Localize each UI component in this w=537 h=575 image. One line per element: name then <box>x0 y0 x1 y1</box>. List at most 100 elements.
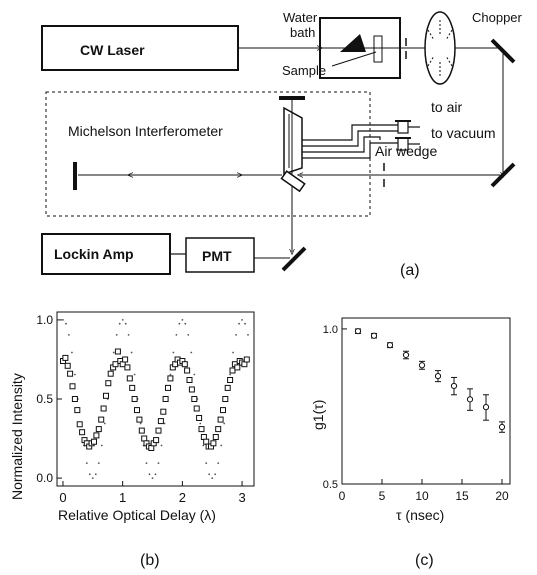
data-point-square <box>136 416 143 423</box>
data-point-square <box>100 405 107 412</box>
model-curve-dot <box>121 319 124 321</box>
model-curve-dot <box>247 334 249 336</box>
model-curve-dot <box>229 373 232 376</box>
y-tick-label: 0.5 <box>36 392 53 406</box>
data-point-square <box>198 426 205 433</box>
chart-b-xlabel: Relative Optical Delay (λ) <box>58 507 216 523</box>
x-tick-label: 1 <box>119 490 126 505</box>
model-curve-dot <box>184 322 187 325</box>
y-tick-label: 0.5 <box>323 479 338 491</box>
model-curve-dot <box>205 462 208 464</box>
data-point-square <box>165 384 171 391</box>
data-point-circle <box>402 351 410 359</box>
model-curve-dot <box>127 334 130 336</box>
model-curve-dot <box>74 373 76 376</box>
water-bath-label-2: bath <box>290 25 315 40</box>
model-curve-dot <box>232 351 235 354</box>
data-point-square <box>157 418 164 425</box>
model-curve-dot <box>139 422 142 425</box>
data-point-square <box>134 407 140 414</box>
data-point-circle <box>450 382 458 390</box>
model-curve-dot <box>235 334 238 336</box>
chart-b: 0 1 2 3 0.0 0.5 1.0 Normalized Intensity Relat… <box>9 311 255 569</box>
panel-label-c: (c) <box>415 552 434 569</box>
data-point-square <box>105 380 112 387</box>
model-curve-dot <box>71 351 73 354</box>
air-wedge-label: Air wedge <box>375 143 437 159</box>
data-point-square <box>141 435 148 442</box>
data-point-square <box>131 396 138 402</box>
lockin-box <box>41 233 171 275</box>
data-point-square <box>186 377 193 383</box>
chart-c-data-points <box>354 328 506 433</box>
michelson-box <box>45 91 371 217</box>
data-point-square <box>212 434 219 440</box>
model-curve-dot <box>130 351 133 354</box>
model-curve-dot <box>97 462 100 464</box>
to-air-label: to air <box>431 99 462 115</box>
data-point-square <box>191 396 198 402</box>
y-tick-label: 1.0 <box>323 324 338 336</box>
chart-c-ylabel: g1(τ) <box>310 400 326 430</box>
data-point-square <box>93 432 100 439</box>
pmt-box <box>185 237 255 273</box>
model-curve-dot <box>157 462 160 464</box>
x-tick-label: 15 <box>455 489 469 503</box>
model-curve-dot <box>115 334 118 336</box>
model-curve-dot <box>85 462 88 464</box>
model-curve-dot <box>223 422 226 425</box>
model-curve-dot <box>202 444 205 447</box>
model-curve-dot <box>151 477 154 479</box>
panel-label-a: (a) <box>400 262 420 279</box>
data-point-circle <box>466 396 474 403</box>
michelson-label: Michelson Interferometer <box>68 123 223 139</box>
data-point-square <box>155 427 162 434</box>
water-bath-triangle <box>340 34 366 52</box>
model-curve-dot <box>91 477 94 479</box>
water-bath-label-1: Water <box>283 10 318 25</box>
model-curve-dot <box>193 373 196 376</box>
chart-b-ylabel: Normalized Intensity <box>9 373 25 500</box>
data-point-square <box>160 408 167 415</box>
data-point-square <box>167 375 174 382</box>
data-point-square <box>112 361 119 368</box>
data-point-square <box>103 392 109 399</box>
x-tick-label: 0 <box>339 489 346 503</box>
model-curve-dot <box>62 319 64 321</box>
model-curve-dot <box>172 351 175 354</box>
model-curve-dot <box>118 322 121 325</box>
chart-b-model-curve <box>62 319 249 479</box>
data-point-square <box>162 396 169 402</box>
data-point-square <box>122 356 129 363</box>
chart-c-frame <box>341 317 511 485</box>
sample-pointer <box>331 51 377 67</box>
chopper-label: Chopper <box>472 10 523 25</box>
lockin-label: Lockin Amp <box>54 246 134 262</box>
model-curve-dot <box>199 422 202 425</box>
model-curve-dot <box>154 473 157 476</box>
model-curve-dot <box>94 473 97 476</box>
panel-label-b: (b) <box>140 552 160 569</box>
setup-diagram: CW Laser Water bath Sample Chopper <box>41 10 523 279</box>
data-point-square <box>220 407 226 414</box>
chart-c: 0 5 10 15 20 0.5 1.0 g1(τ) τ (nsec) (c) <box>310 317 511 569</box>
data-point-circle <box>386 342 394 349</box>
data-point-square <box>138 427 145 434</box>
data-point-square <box>234 364 241 371</box>
data-point-square <box>224 384 231 391</box>
data-point-square <box>114 348 121 355</box>
data-point-square <box>79 429 86 436</box>
model-curve-dot <box>211 477 214 479</box>
data-point-square <box>229 367 236 374</box>
model-curve-dot <box>208 473 211 476</box>
data-point-square <box>126 375 133 382</box>
pmt-label: PMT <box>202 248 232 264</box>
data-point-square <box>184 367 191 374</box>
data-point-square <box>188 386 195 393</box>
model-curve-dot <box>181 319 184 321</box>
x-tick-label: 2 <box>179 490 186 505</box>
model-curve-dot <box>148 473 151 476</box>
y-tick-label: 0.0 <box>36 471 53 485</box>
data-point-square <box>193 405 200 412</box>
model-curve-dot <box>241 319 244 321</box>
